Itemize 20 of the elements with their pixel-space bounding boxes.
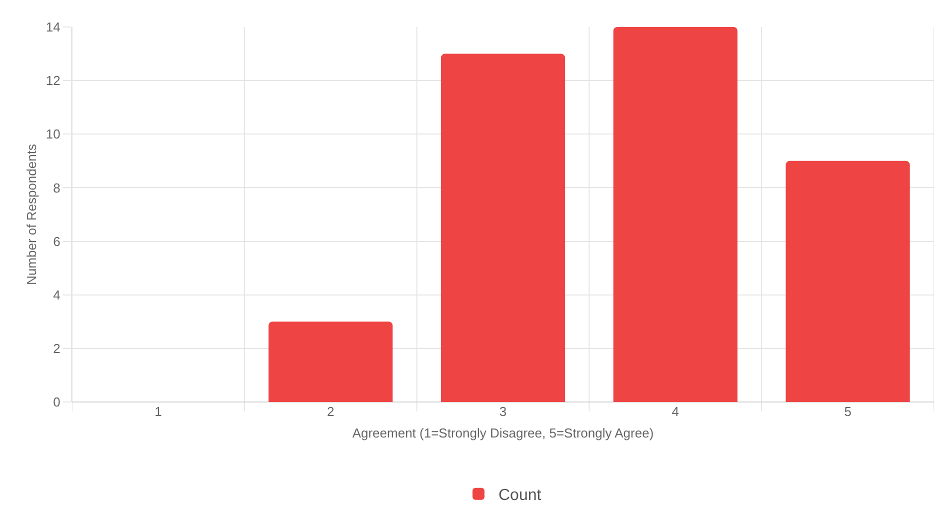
x-axis-title: Agreement (1=Strongly Disagree, 5=Strongly Agree) — [352, 426, 654, 441]
bar — [440, 54, 566, 402]
y-tick-label: 12 — [46, 73, 60, 88]
y-tick-label: 4 — [53, 287, 60, 302]
y-tick-label: 0 — [53, 394, 60, 410]
x-tick-label: 4 — [672, 404, 680, 419]
bar — [268, 322, 393, 402]
y-tick-label: 14 — [46, 20, 60, 35]
y-tick-label: 10 — [46, 126, 60, 142]
legend-label: Count — [498, 487, 542, 504]
x-tick-label: 1 — [154, 404, 162, 419]
y-axis-title: Number of Respondents — [24, 144, 39, 285]
x-tick-label: 3 — [499, 404, 507, 419]
bar — [613, 27, 738, 402]
bar — [786, 160, 910, 402]
y-tick-label: 6 — [53, 234, 60, 249]
x-tick-label: 5 — [844, 404, 852, 419]
y-tick-label: 2 — [53, 340, 60, 356]
y-tick-label: 8 — [53, 180, 60, 196]
x-tick-label: 2 — [326, 404, 334, 419]
